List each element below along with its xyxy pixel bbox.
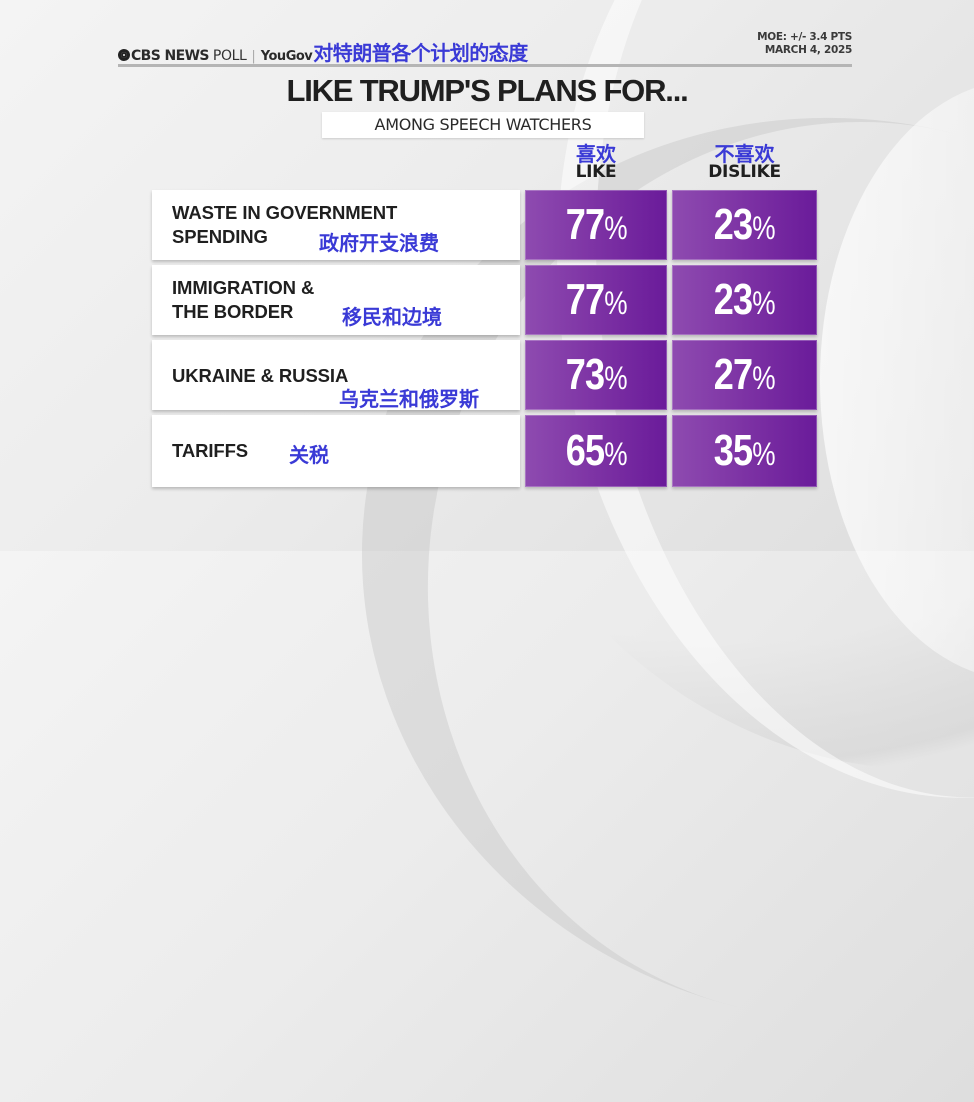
like-value-cell: 77% — [525, 265, 667, 335]
brand: CBS NEWS POLL | YouGov 对特朗普各个计划的态度 — [118, 37, 528, 66]
row-label-card: UKRAINE & RUSSIA 乌克兰和俄罗斯 — [152, 340, 520, 411]
brand-poll: POLL — [212, 48, 247, 64]
row-label-card: TARIFFS 关税 — [152, 415, 520, 487]
column-header-like-en: LIKE — [575, 162, 617, 182]
row-label-card: WASTE IN GOVERNMENT SPENDING 政府开支浪费 — [152, 190, 520, 260]
like-value: 77% — [565, 200, 627, 249]
column-header-dislike: 不喜欢 DISLIKE — [672, 142, 817, 182]
poll-meta: MOE: +/- 3.4 PTS MARCH 4, 2025 — [757, 31, 852, 57]
row-label-cn: 关税 — [289, 443, 329, 467]
column-header-like-cn: 喜欢 — [576, 142, 616, 166]
margin-of-error: MOE: +/- 3.4 PTS — [757, 31, 852, 43]
chart-title: LIKE TRUMP'S PLANS FOR... — [286, 73, 688, 108]
like-value-cell: 77% — [525, 190, 667, 260]
cbs-eye-icon — [118, 49, 130, 61]
dislike-value-cell: 35% — [672, 415, 817, 487]
chinese-title-annotation: 对特朗普各个计划的态度 — [313, 41, 528, 65]
dislike-value-cell: 23% — [672, 190, 817, 260]
brand-yougov: YouGov — [260, 49, 313, 64]
like-value-cell: 73% — [525, 340, 667, 410]
like-value: 65% — [565, 426, 627, 475]
dislike-value: 35% — [713, 426, 776, 475]
row-label: WASTE IN GOVERNMENT SPENDING — [172, 202, 398, 247]
row-label-cn: 政府开支浪费 — [319, 231, 439, 255]
brand-separator: | — [251, 49, 256, 64]
chart-subtitle: AMONG SPEECH WATCHERS — [322, 112, 644, 138]
dislike-value-cell: 23% — [672, 265, 817, 335]
row-label-cn: 移民和边境 — [342, 305, 442, 329]
brand-cbs-news: CBS NEWS — [131, 48, 210, 64]
row-label-cn: 乌克兰和俄罗斯 — [339, 387, 479, 411]
dislike-value: 23% — [713, 275, 776, 324]
dislike-value-cell: 27% — [672, 340, 817, 410]
row-label-card: IMMIGRATION & THE BORDER 移民和边境 — [152, 265, 520, 335]
row-label: UKRAINE & RUSSIA — [172, 365, 349, 386]
row-label: IMMIGRATION & THE BORDER — [172, 277, 315, 322]
like-value: 77% — [565, 275, 627, 324]
column-header-like: 喜欢 LIKE — [525, 142, 667, 182]
poll-header: CBS NEWS POLL | YouGov 对特朗普各个计划的态度 MOE: … — [118, 30, 852, 67]
row-label: TARIFFS — [172, 440, 249, 461]
like-value: 73% — [565, 350, 627, 399]
like-value-cell: 65% — [525, 415, 667, 487]
poll-date: MARCH 4, 2025 — [764, 44, 852, 56]
column-header-dislike-cn: 不喜欢 — [714, 142, 775, 166]
dislike-value: 27% — [713, 350, 776, 399]
background-arc — [820, 80, 974, 680]
column-header-dislike-en: DISLIKE — [708, 162, 781, 182]
dislike-value: 23% — [713, 200, 776, 249]
